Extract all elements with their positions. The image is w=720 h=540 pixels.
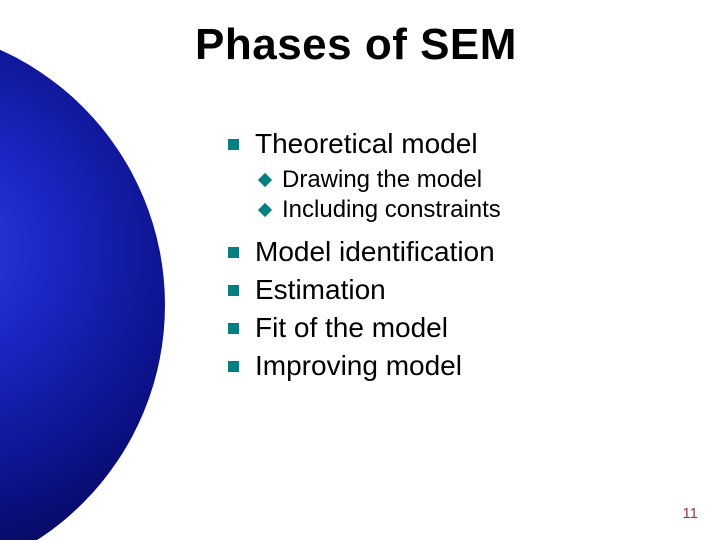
decorative-sphere (0, 25, 165, 540)
diamond-bullet-icon (258, 203, 272, 217)
diamond-bullet-icon (258, 173, 272, 187)
list-item-label: Fit of the model (255, 312, 448, 344)
list-item-label: Improving model (255, 350, 462, 382)
list-item: Estimation (228, 274, 501, 306)
list-item-label: Theoretical model (255, 128, 478, 160)
list-item-label: Model identification (255, 236, 495, 268)
content-body: Theoretical model Drawing the model Incl… (228, 128, 501, 388)
square-bullet-icon (228, 361, 239, 372)
list-item: Fit of the model (228, 312, 501, 344)
sublist-item-label: Including constraints (282, 196, 501, 224)
sublist-item: Drawing the model (260, 166, 501, 194)
page-number: 11 (682, 505, 698, 522)
square-bullet-icon (228, 323, 239, 334)
list-item: Theoretical model (228, 128, 501, 160)
square-bullet-icon (228, 247, 239, 258)
sublist-item-label: Drawing the model (282, 166, 482, 194)
square-bullet-icon (228, 139, 239, 150)
list-item-label: Estimation (255, 274, 386, 306)
sublist-item: Including constraints (260, 196, 501, 224)
slide-title: Phases of SEM (195, 20, 517, 70)
sublist: Drawing the model Including constraints (260, 166, 501, 224)
list-item: Improving model (228, 350, 501, 382)
list-item: Model identification (228, 236, 501, 268)
square-bullet-icon (228, 285, 239, 296)
